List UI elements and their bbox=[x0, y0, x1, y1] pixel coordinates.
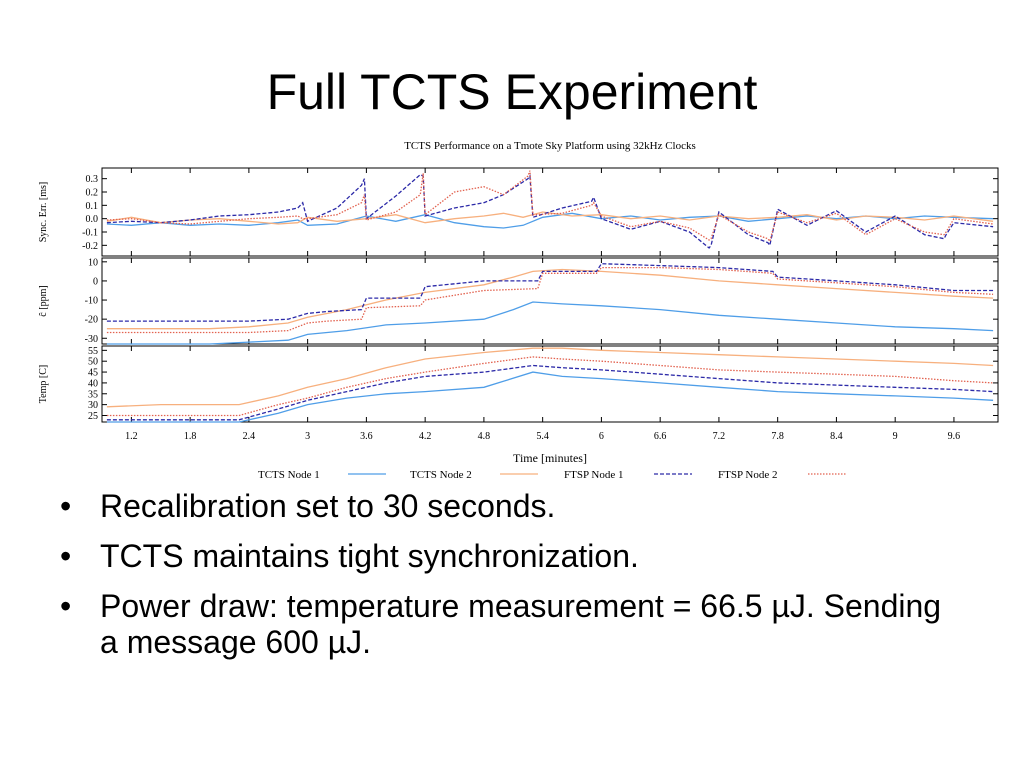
y-axis-label: Temp [C] bbox=[38, 365, 49, 403]
chart-panel-1: 0.3 0.2 0.1 0.0 -0.1 -0.2 Sync. Err. [ms] bbox=[38, 167, 999, 257]
series-line-ftsp-node-2 bbox=[106, 266, 994, 334]
x-tick-label: 9 bbox=[893, 431, 898, 442]
y-tick-label: -0.1 bbox=[82, 228, 98, 239]
slide-title: Full TCTS Experiment bbox=[266, 64, 758, 120]
y-tick-label: -10 bbox=[85, 296, 98, 307]
series-line-tcts-node-1 bbox=[106, 301, 994, 345]
y-tick-label: -30 bbox=[85, 334, 98, 345]
bullet-list: • Recalibration set to 30 seconds. • TCTS … bbox=[58, 488, 958, 674]
y-tick-label: 50 bbox=[88, 357, 98, 368]
y-tick-label: -20 bbox=[85, 315, 98, 326]
y-tick-label: 35 bbox=[88, 389, 98, 400]
x-tick-label: 8.4 bbox=[830, 431, 843, 442]
x-tick-label: 7.8 bbox=[771, 431, 784, 442]
series-line-tcts-node-2 bbox=[106, 211, 994, 225]
x-tick-label: 9.6 bbox=[948, 431, 961, 442]
x-axis-label: Time [minutes] bbox=[513, 451, 587, 465]
y-axis-label: Sync. Err. [ms] bbox=[38, 182, 49, 243]
x-tick-label: 5.4 bbox=[536, 431, 549, 442]
bullet-text: TCTS maintains tight synchronization. bbox=[100, 538, 639, 574]
y-tick-label: 45 bbox=[88, 368, 98, 379]
x-tick-label: 7.2 bbox=[713, 431, 726, 442]
panel-frame bbox=[101, 257, 999, 345]
tcts-performance-figure: TCTS Performance on a Tmote Sky Platform… bbox=[38, 140, 999, 481]
x-tick-label: 1.2 bbox=[125, 431, 138, 442]
series-line-ftsp-node-1 bbox=[106, 173, 994, 249]
x-tick-label: 4.2 bbox=[419, 431, 432, 442]
x-tick-label: 6 bbox=[599, 431, 604, 442]
y-tick-label: 55 bbox=[88, 346, 98, 357]
panel-frame bbox=[101, 345, 999, 423]
y-tick-label: 0.3 bbox=[86, 174, 99, 185]
y-tick-label: 40 bbox=[88, 378, 98, 389]
y-axis-label: ĉ [ppm] bbox=[38, 285, 49, 316]
legend-label: FTSP Node 1 bbox=[564, 469, 624, 481]
x-tick-label: 6.6 bbox=[654, 431, 667, 442]
series-line-tcts-node-2 bbox=[106, 347, 994, 408]
x-tick-label: 3 bbox=[305, 431, 310, 442]
bullet-text: Recalibration set to 30 seconds. bbox=[100, 488, 556, 524]
y-tick-label: 30 bbox=[88, 400, 98, 411]
x-tick-label: 1.8 bbox=[184, 431, 197, 442]
chart-panel-2: 10 0 -10 -20 -30 ĉ [ppm] bbox=[38, 257, 999, 345]
bullet-item: • Power draw: temperature measurement = 6… bbox=[58, 588, 958, 660]
x-tick-label: 2.4 bbox=[243, 431, 256, 442]
series-line-ftsp-node-1 bbox=[106, 263, 994, 322]
bullet-dot: • bbox=[60, 588, 72, 624]
legend-label: FTSP Node 2 bbox=[718, 469, 778, 481]
y-tick-label: 0 bbox=[93, 276, 98, 287]
bullet-item: • TCTS maintains tight synchronization. bbox=[58, 538, 958, 574]
legend-label: TCTS Node 2 bbox=[410, 469, 472, 481]
y-tick-label: 25 bbox=[88, 411, 98, 422]
panel-frame bbox=[101, 167, 999, 257]
series-line-ftsp-node-2 bbox=[106, 170, 994, 243]
legend: TCTS Node 1 TCTS Node 2 FTSP Node 1 FTSP No… bbox=[258, 469, 846, 481]
bullet-item: • Recalibration set to 30 seconds. bbox=[58, 488, 958, 524]
series-line-tcts-node-2 bbox=[106, 268, 994, 330]
legend-label: TCTS Node 1 bbox=[258, 469, 320, 481]
series-line-tcts-node-1 bbox=[106, 371, 994, 423]
x-tick-label: 3.6 bbox=[360, 431, 373, 442]
y-tick-label: 0.2 bbox=[86, 188, 99, 199]
series-line-ftsp-node-1 bbox=[106, 364, 994, 421]
series-line-ftsp-node-2 bbox=[106, 356, 994, 417]
y-tick-label: 0.1 bbox=[86, 201, 99, 212]
chart-title: TCTS Performance on a Tmote Sky Platform… bbox=[404, 140, 696, 152]
y-tick-label: 10 bbox=[88, 257, 98, 268]
y-tick-label: -0.2 bbox=[82, 241, 98, 252]
x-tick-label: 4.8 bbox=[478, 431, 491, 442]
bullet-text: Power draw: temperature measurement = 66… bbox=[100, 588, 942, 660]
y-tick-label: 0.0 bbox=[86, 214, 99, 225]
bullet-dot: • bbox=[60, 488, 72, 524]
bullet-dot: • bbox=[60, 538, 72, 574]
